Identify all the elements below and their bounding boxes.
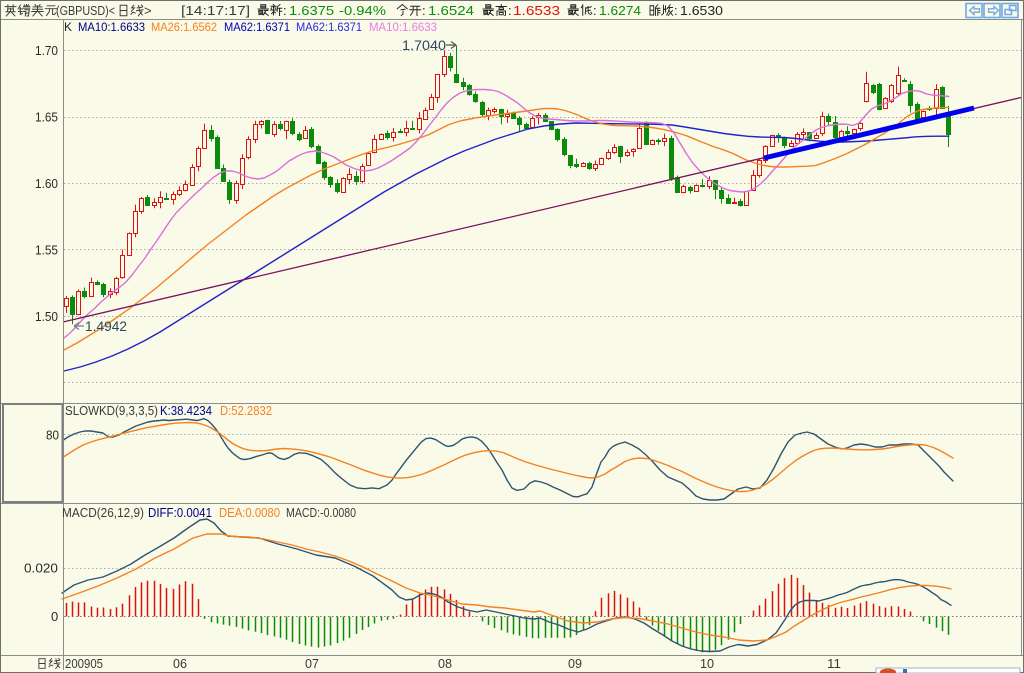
svg-text:MA10:1.6633: MA10:1.6633 — [369, 20, 437, 34]
svg-text:1.6274: 1.6274 — [599, 3, 641, 18]
svg-text:10: 10 — [700, 657, 714, 671]
svg-text::: : — [422, 3, 426, 18]
svg-text:K:38.4234: K:38.4234 — [160, 404, 212, 418]
svg-text:[14:17:17]: [14:17:17] — [181, 3, 250, 18]
svg-text:MA10:1.6633: MA10:1.6633 — [78, 20, 145, 34]
svg-text::: : — [283, 3, 287, 18]
svg-text:-0.94%: -0.94% — [339, 3, 386, 18]
svg-text:08: 08 — [438, 657, 452, 671]
svg-text:DEA:0.0080: DEA:0.0080 — [219, 506, 280, 520]
svg-text:1.50: 1.50 — [35, 309, 58, 324]
svg-text::: : — [593, 3, 597, 18]
svg-text:SLOWKD(9,3,3,5): SLOWKD(9,3,3,5) — [65, 404, 158, 418]
svg-text:1.60: 1.60 — [35, 176, 58, 191]
svg-text:MACD:-0.0080: MACD:-0.0080 — [286, 506, 356, 520]
svg-text:0.020: 0.020 — [24, 561, 58, 576]
svg-text:1.65: 1.65 — [35, 110, 58, 125]
svg-text:1.70: 1.70 — [35, 43, 58, 58]
svg-text:09: 09 — [568, 657, 582, 671]
svg-text:>: > — [144, 3, 152, 18]
svg-text:(GBPUSD)<: (GBPUSD)< — [56, 3, 115, 18]
svg-text:MA62:1.6371: MA62:1.6371 — [224, 20, 290, 34]
svg-text:06: 06 — [173, 657, 187, 671]
svg-text:DIFF:0.0041: DIFF:0.0041 — [148, 506, 212, 520]
svg-text:1.6533: 1.6533 — [513, 3, 560, 18]
svg-text:1.6524: 1.6524 — [428, 3, 474, 18]
svg-text:1.55: 1.55 — [35, 243, 58, 258]
svg-text:MACD(26,12,9): MACD(26,12,9) — [62, 506, 144, 520]
svg-text:11: 11 — [827, 657, 841, 671]
svg-text:80: 80 — [46, 428, 59, 443]
svg-text:MA62:1.6371: MA62:1.6371 — [296, 20, 362, 34]
svg-text:MA26:1.6562: MA26:1.6562 — [151, 20, 217, 34]
svg-text:D:52.2832: D:52.2832 — [220, 404, 272, 418]
svg-text:1.6530: 1.6530 — [680, 3, 723, 18]
svg-text:K: K — [64, 20, 72, 34]
svg-text:1.4942: 1.4942 — [85, 319, 127, 334]
svg-text:1.7040: 1.7040 — [402, 38, 446, 53]
svg-text::: : — [674, 3, 678, 18]
svg-text:200905: 200905 — [65, 657, 103, 671]
svg-text:1.6375: 1.6375 — [289, 3, 334, 18]
svg-text:0: 0 — [51, 609, 58, 624]
svg-text:07: 07 — [305, 657, 319, 671]
svg-text::: : — [508, 3, 512, 18]
